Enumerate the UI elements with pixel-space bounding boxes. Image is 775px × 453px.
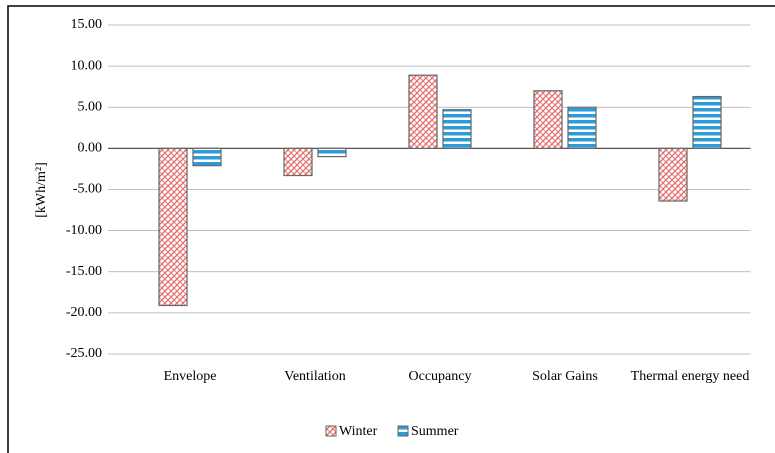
bar bbox=[408, 74, 438, 149]
bar bbox=[158, 147, 188, 307]
y-tick-label: -20.00 bbox=[66, 305, 102, 320]
x-tick-label: Ventilation bbox=[284, 369, 346, 384]
legend-label: Summer bbox=[411, 424, 459, 439]
y-tick-label: -5.00 bbox=[73, 182, 102, 197]
legend-swatch bbox=[397, 425, 409, 437]
y-tick-label: 15.00 bbox=[71, 17, 103, 32]
bar bbox=[692, 95, 722, 149]
bar bbox=[567, 106, 597, 149]
y-tick-label: -25.00 bbox=[66, 346, 102, 361]
legend-label: Winter bbox=[339, 424, 378, 439]
y-tick-label: 10.00 bbox=[71, 58, 103, 73]
x-tick-label: Solar Gains bbox=[532, 369, 598, 384]
y-tick-label: -10.00 bbox=[66, 223, 102, 238]
bar bbox=[283, 147, 313, 177]
x-tick-label: Thermal energy need bbox=[630, 369, 750, 384]
frame bbox=[7, 5, 775, 453]
y-tick-label: 0.00 bbox=[78, 141, 103, 156]
bar bbox=[658, 147, 688, 202]
bar bbox=[533, 90, 563, 149]
x-tick-label: Envelope bbox=[163, 369, 217, 384]
x-tick-label: Occupancy bbox=[408, 369, 472, 384]
bar bbox=[442, 109, 472, 149]
bar bbox=[317, 147, 347, 158]
legend-swatch bbox=[325, 425, 337, 437]
bar bbox=[192, 147, 222, 167]
y-axis-label: [kWh/m²] bbox=[34, 162, 49, 218]
y-tick-label: -15.00 bbox=[66, 264, 102, 279]
y-tick-label: 5.00 bbox=[78, 99, 103, 114]
